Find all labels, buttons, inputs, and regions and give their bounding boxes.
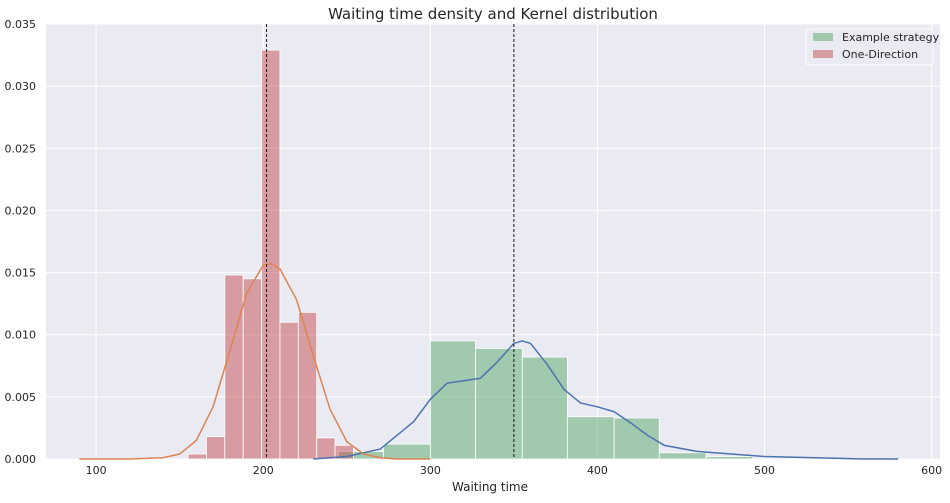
legend: Example strategy One-Direction <box>805 28 940 66</box>
histogram-bar-one-direction <box>261 49 281 460</box>
legend-swatch-example-strategy <box>813 33 833 41</box>
histogram-bar-one-direction <box>297 311 318 460</box>
y-tick-label: 0.000 <box>5 453 37 466</box>
x-tick-label: 300 <box>420 464 441 477</box>
ticks-layer: 100 200 300 400 500 600 0.000 0.005 0.010 0.015 0.… <box>5 18 943 477</box>
histogram-bar-example-strategy <box>658 452 707 460</box>
grid-layer <box>46 23 940 460</box>
histogram-bar-example-strategy <box>705 456 754 460</box>
y-tick-label: 0.030 <box>5 80 37 93</box>
reference-lines-layer <box>266 24 515 459</box>
legend-swatch-one-direction <box>813 50 833 58</box>
histogram-bar-example-strategy <box>429 340 476 460</box>
histogram-bar-one-direction <box>224 274 244 460</box>
histogram-bar-one-direction <box>187 453 207 460</box>
x-tick-label: 500 <box>754 464 775 477</box>
histogram-bar-example-strategy <box>475 347 523 460</box>
y-tick-label: 0.010 <box>5 329 37 342</box>
histogram-bar-example-strategy <box>383 443 431 460</box>
y-tick-label: 0.005 <box>5 391 37 404</box>
kde-curve-3 <box>79 263 431 460</box>
kde-layer <box>79 263 899 460</box>
x-tick-label: 600 <box>921 464 942 477</box>
x-tick-label: 200 <box>253 464 274 477</box>
y-tick-label: 0.020 <box>5 204 37 217</box>
histogram-bar-one-direction <box>316 437 336 460</box>
x-axis-label: Waiting time <box>452 480 528 494</box>
x-tick-label: 100 <box>86 464 107 477</box>
y-tick-label: 0.015 <box>5 267 37 280</box>
chart-title: Waiting time density and Kernel distribu… <box>328 5 658 23</box>
bars-layer <box>187 49 754 460</box>
legend-label-example-strategy: Example strategy <box>842 31 940 44</box>
histogram-bar-example-strategy <box>521 356 568 460</box>
histogram-bar-one-direction <box>206 436 226 460</box>
kde-curve-2 <box>313 340 899 460</box>
histogram-bar-one-direction <box>279 321 299 460</box>
histogram-bar-example-strategy <box>566 416 615 460</box>
legend-label-one-direction: One-Direction <box>842 48 918 61</box>
y-tick-label: 0.035 <box>5 18 37 31</box>
x-tick-label: 400 <box>587 464 608 477</box>
y-tick-label: 0.025 <box>5 142 37 155</box>
histogram-bar-one-direction <box>242 278 262 460</box>
legend-frame <box>805 28 934 66</box>
